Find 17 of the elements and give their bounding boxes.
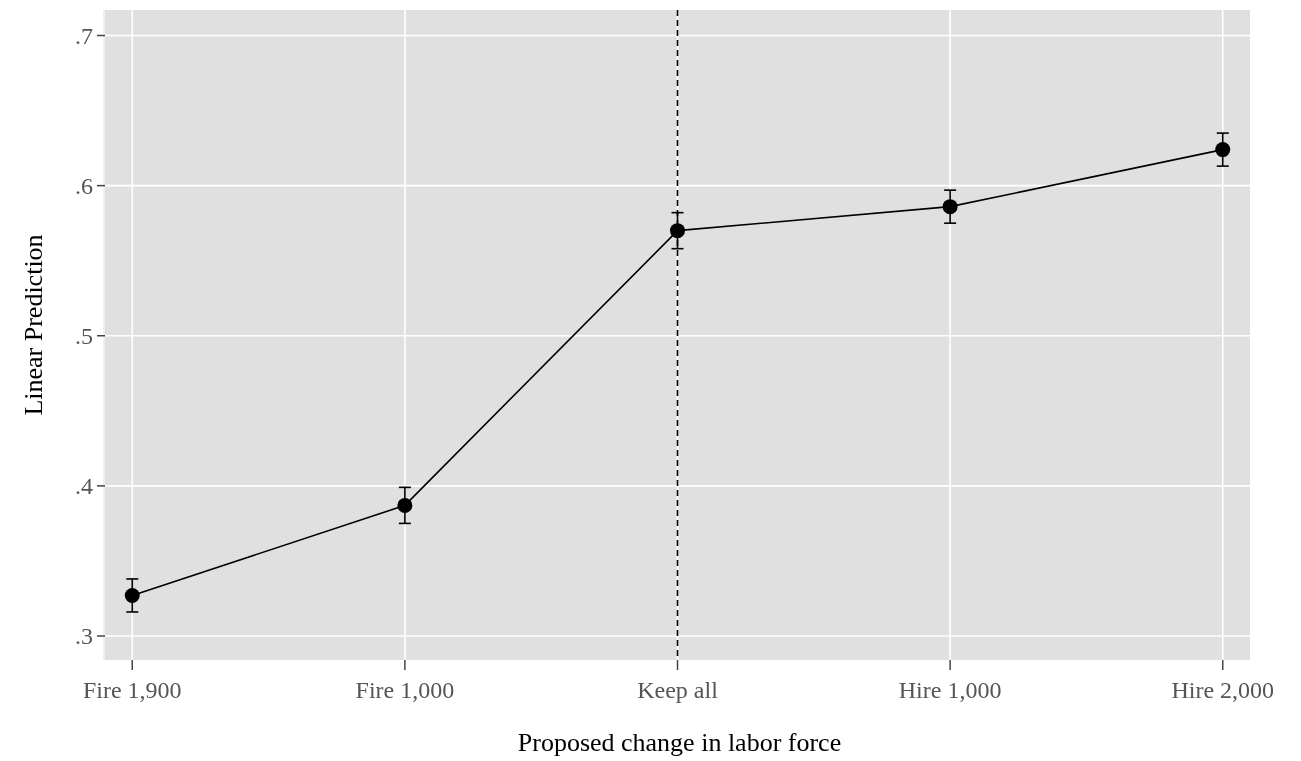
x-tick-label: Fire 1,900 (82, 677, 182, 703)
point (124, 587, 140, 603)
y-tick-label: .4 (75, 473, 93, 500)
point (1215, 142, 1231, 158)
point (670, 223, 685, 239)
x-tick-label: Fire 1,000 (355, 677, 455, 703)
y-tick-label: .7 (75, 22, 93, 49)
x-tick-label: Keep all (637, 677, 719, 703)
x-tick-label: Hire 2,000 (1171, 677, 1275, 703)
point (397, 497, 413, 513)
x-axis-title: Proposed change in labor force (517, 728, 842, 757)
x-tick-label: Hire 1,000 (898, 677, 1002, 703)
y-axis-title: Linear Prediction (19, 234, 48, 416)
point (942, 199, 958, 215)
y-tick-label: .5 (75, 323, 93, 350)
y-tick-label: .6 (75, 173, 93, 200)
y-tick-label: .3 (75, 623, 93, 650)
